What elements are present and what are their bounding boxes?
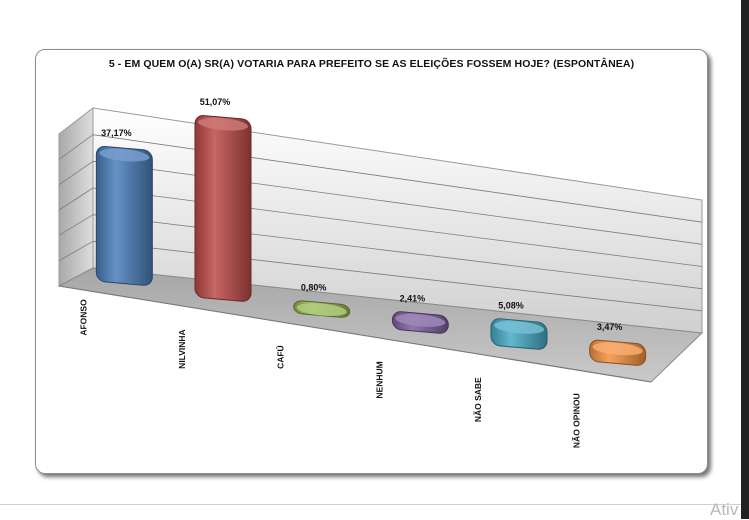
data-label: 51,07% [200,97,231,107]
gridline-side [58,134,94,160]
data-label: 37,17% [101,128,132,138]
gridline-side [58,161,94,185]
data-label: 3,47% [597,322,623,332]
bar-afonso [95,145,153,286]
chart-side-wall [58,106,94,287]
bar-top [99,148,150,162]
bar-top [592,342,643,356]
bar-n-o-opinou [589,339,647,366]
gridline-side [58,240,94,262]
bar-nilvinha [194,115,252,302]
chart-x-axis [58,285,652,383]
bar-chart: 37,17% AFONSO 51,07% NILVINHA 0,80% CAFÚ 2,41%… [57,97,704,448]
x-tick-label: NÃO SABE [473,377,483,422]
data-label: 2,41% [400,293,426,303]
bar-body [95,145,153,286]
gridline-side [58,214,94,236]
x-tick-label: NILVINHA [177,329,187,369]
x-tick-label: NENHUM [374,361,384,398]
window-divider [0,504,741,505]
window-edge [741,0,749,519]
chart-panel: 5 - EM QUEM O(A) SR(A) VOTARIA PARA PREF… [35,49,708,474]
x-tick-label: AFONSO [78,299,88,336]
x-tick-label: CAFÚ [275,345,286,369]
activation-watermark: Ativ [710,500,739,519]
data-label: 0,80% [301,283,327,293]
chart-title: 5 - EM QUEM O(A) SR(A) VOTARIA PARA PREF… [108,58,635,70]
bar-top [198,117,248,131]
bar-top [296,303,347,316]
bar-top [395,314,446,327]
bar-nenhum [391,311,449,334]
bar-caf- [293,300,351,318]
bar-top [494,321,544,334]
bar-body [194,115,252,302]
bar-n-o-sabe [490,318,548,350]
x-tick-label: NÃO OPINOU [572,393,582,448]
data-label: 5,08% [498,300,524,310]
gridline-side [58,187,94,211]
